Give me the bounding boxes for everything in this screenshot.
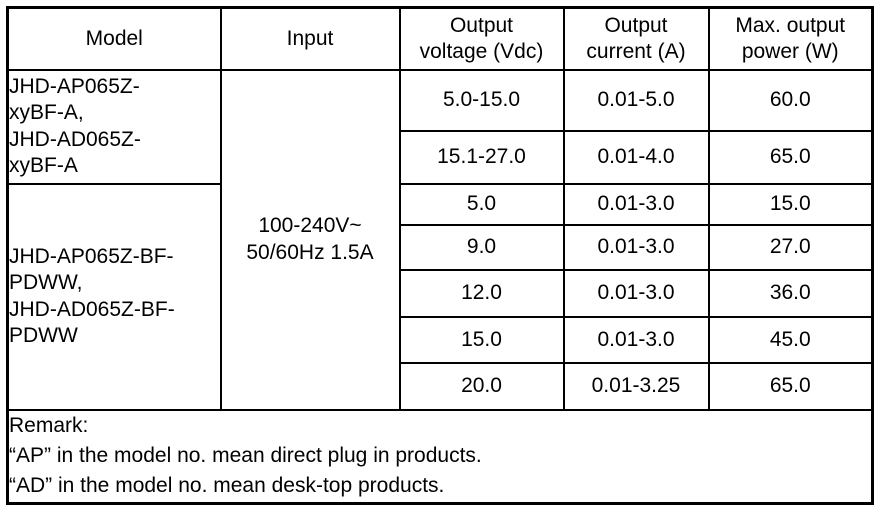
table-row: 12.0 0.01-3.0 36.0	[8, 268, 874, 318]
output-voltage-cell: 15.0	[398, 315, 565, 364]
col-header-input: Input	[219, 6, 401, 71]
output-current-cell: 0.01-4.0	[562, 129, 710, 185]
table-row: JHD-AP065Z- xyBF-A, JHD-AD065Z- xyBF-A 1…	[6, 68, 874, 411]
table-row: JHD-AP065Z-BF- PDWW, JHD-AD065Z-BF- PDWW…	[6, 182, 874, 411]
header-row: Model Input Output voltage (Vdc) Output …	[6, 6, 874, 71]
table-row: 15.1-27.0 0.01-4.0 65.0	[8, 129, 874, 185]
col-header-max-output-power: Max. output power (W)	[707, 6, 874, 71]
output-current-cell: 0.01-5.0	[562, 68, 710, 132]
output-current-cell: 0.01-3.0	[562, 223, 710, 271]
output-voltage-cell: 20.0	[398, 361, 565, 411]
output-voltage-cell: 5.0-15.0	[398, 68, 565, 132]
max-power-cell: 60.0	[707, 68, 874, 132]
table-row: 15.0 0.01-3.0 45.0	[8, 315, 874, 364]
col-header-model: Model	[6, 6, 222, 71]
col-header-output-voltage: Output voltage (Vdc)	[398, 6, 565, 71]
remark-text: Remark: “AP” in the model no. mean direc…	[6, 408, 874, 505]
model-group-1-cell: JHD-AP065Z- xyBF-A, JHD-AD065Z- xyBF-A	[6, 68, 222, 185]
max-power-cell: 65.0	[707, 361, 874, 411]
model-group-2-cell: JHD-AP065Z-BF- PDWW, JHD-AD065Z-BF- PDWW	[6, 182, 222, 411]
table-row: 20.0 0.01-3.25 65.0	[8, 361, 874, 411]
output-voltage-cell: 9.0	[398, 223, 565, 271]
remark-row: Remark: “AP” in the model no. mean direc…	[6, 408, 874, 505]
max-power-cell: 45.0	[707, 315, 874, 364]
input-cell: 100-240V~ 50/60Hz 1.5A	[219, 68, 401, 411]
col-header-output-current: Output current (A)	[562, 6, 710, 71]
max-power-cell: 65.0	[707, 129, 874, 185]
output-voltage-cell: 5.0	[398, 182, 565, 226]
max-power-cell: 36.0	[707, 268, 874, 318]
output-current-cell: 0.01-3.0	[562, 268, 710, 318]
table-row: 9.0 0.01-3.0 27.0	[8, 223, 874, 271]
output-current-cell: 0.01-3.25	[562, 361, 710, 411]
power-spec-table: Model Input Output voltage (Vdc) Output …	[6, 6, 874, 505]
max-power-cell: 27.0	[707, 223, 874, 271]
output-current-cell: 0.01-3.0	[562, 315, 710, 364]
output-voltage-cell: 15.1-27.0	[398, 129, 565, 185]
output-voltage-cell: 12.0	[398, 268, 565, 318]
max-power-cell: 15.0	[707, 182, 874, 226]
output-current-cell: 0.01-3.0	[562, 182, 710, 226]
